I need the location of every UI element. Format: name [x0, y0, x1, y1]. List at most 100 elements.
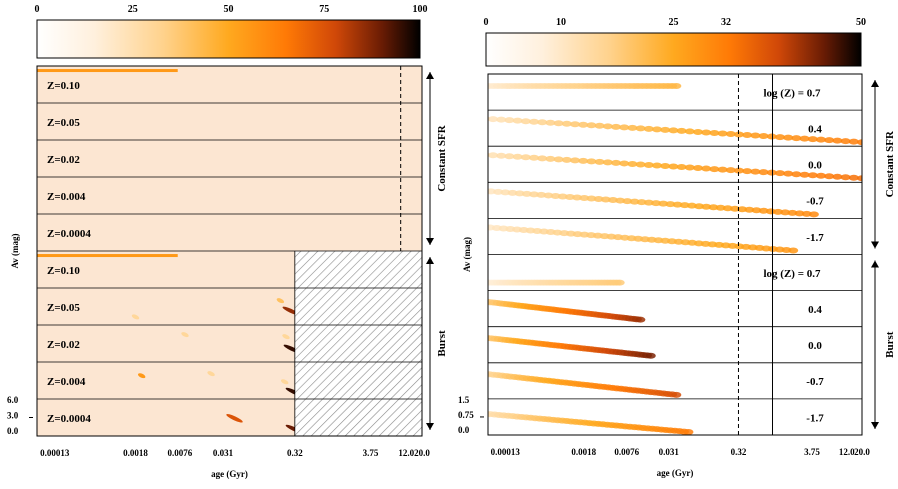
y-tick-label: 0.0 [7, 426, 19, 436]
data-track-segment [668, 127, 679, 134]
hatched-region [294, 399, 422, 436]
panel-background [488, 74, 862, 111]
x-tick-label: 0.031 [213, 448, 234, 458]
data-track-segment [807, 172, 818, 179]
data-track-segment [775, 134, 786, 141]
x-axis-label: age (Gyr) [657, 468, 694, 478]
data-track-segment [807, 136, 818, 143]
data-track-segment [529, 118, 540, 125]
data-track-segment [742, 132, 753, 139]
group-label: Burst [436, 330, 448, 357]
data-track-segment [472, 334, 482, 340]
x-tick-label: 0.00013 [491, 447, 521, 457]
data-track-segment [496, 152, 507, 159]
data-track-segment [766, 169, 777, 176]
data-blob [282, 334, 290, 340]
data-track-segment [611, 123, 622, 130]
panel-label: -1.7 [806, 412, 824, 424]
panel-label: 0.4 [808, 123, 822, 135]
group-arrow-head-down [871, 241, 879, 249]
group-arrow-head-up [871, 260, 879, 268]
data-track-segment [614, 279, 625, 286]
data-track-segment [832, 173, 843, 180]
data-track-segment [476, 83, 486, 89]
plot-area [37, 66, 422, 436]
data-track-segment [668, 163, 679, 170]
data-track-segment [832, 137, 843, 144]
data-track-segment [857, 139, 862, 146]
group-label: Burst [884, 331, 896, 358]
panel-label: Z=0.0004 [47, 228, 91, 240]
panel-background [488, 218, 862, 255]
data-track-segment [701, 129, 712, 136]
data-blob [137, 373, 146, 379]
data-track-segment [635, 161, 646, 168]
data-track-segment [788, 247, 799, 254]
panel-label: 0.4 [808, 304, 822, 316]
data-track-segment [783, 134, 794, 141]
data-track-segment [537, 155, 548, 162]
panel-label: Z=0.004 [47, 376, 86, 388]
data-track-segment [488, 116, 499, 123]
data-track-segment [520, 154, 531, 161]
data-band [37, 69, 178, 73]
data-track-segment [758, 169, 769, 176]
data-track-segment [476, 370, 486, 376]
data-track-segment [808, 211, 819, 218]
y-axis-label: Av (mag) [462, 237, 472, 272]
data-track-segment [553, 120, 564, 127]
plot-frame [36, 65, 423, 437]
data-track-segment [840, 138, 851, 145]
data-track-segment [791, 171, 802, 178]
data-track-segment [594, 158, 605, 165]
data-track-segment [848, 138, 859, 145]
panel-background [37, 177, 422, 214]
data-track-segment [791, 135, 802, 142]
data-track-segment [512, 153, 523, 160]
hatched-region [294, 288, 422, 325]
data-track-segment [545, 119, 556, 126]
data-track-segment [693, 165, 704, 172]
group-label: Constant SFR [884, 130, 896, 197]
y-tick-label: 0.0 [458, 425, 470, 435]
panel-background [37, 214, 422, 251]
panel-label: -0.7 [806, 376, 824, 388]
data-track-segment [824, 173, 835, 180]
data-track-segment [586, 158, 597, 165]
data-track-segment [652, 126, 663, 133]
x-tick-label: 3.75 [363, 448, 379, 458]
data-track-segment [476, 410, 486, 416]
data-track-segment [709, 166, 720, 173]
data-track-segment [683, 428, 694, 435]
x-tick-label: 0.0018 [571, 447, 596, 457]
data-track-segment [799, 135, 810, 142]
data-blob [207, 371, 215, 377]
panel-label: Z=0.05 [47, 117, 80, 129]
data-track-segment [671, 83, 682, 90]
group-arrow-head-up [426, 72, 434, 79]
data-track-segment [512, 117, 523, 124]
data-track-segment [504, 153, 515, 160]
data-blob [280, 379, 289, 385]
data-track-segment [799, 171, 810, 178]
group-arrow-head-up [871, 80, 879, 87]
data-track-segment [570, 157, 581, 164]
data-track-segment [475, 298, 485, 304]
data-track-segment [553, 156, 564, 163]
data-track-segment [504, 117, 515, 124]
x-tick-label: 3.75 [804, 447, 820, 457]
y-tick-label: 0.75 [458, 410, 474, 420]
data-track-segment [488, 225, 489, 229]
group-arrow-head-down [871, 422, 879, 429]
panel-label: Z=0.004 [47, 191, 86, 203]
group-arrow-head-down [426, 423, 434, 430]
colorbar [36, 19, 421, 59]
data-track-segment [775, 170, 786, 177]
data-track-segment [475, 334, 485, 340]
data-track-segment [619, 160, 630, 167]
panel-label: log (Z) = 0.7 [764, 268, 821, 280]
colorbar-tick-label: 50 [856, 17, 866, 28]
data-track-segment [472, 187, 482, 193]
x-tick-label: 0.00013 [40, 448, 70, 458]
